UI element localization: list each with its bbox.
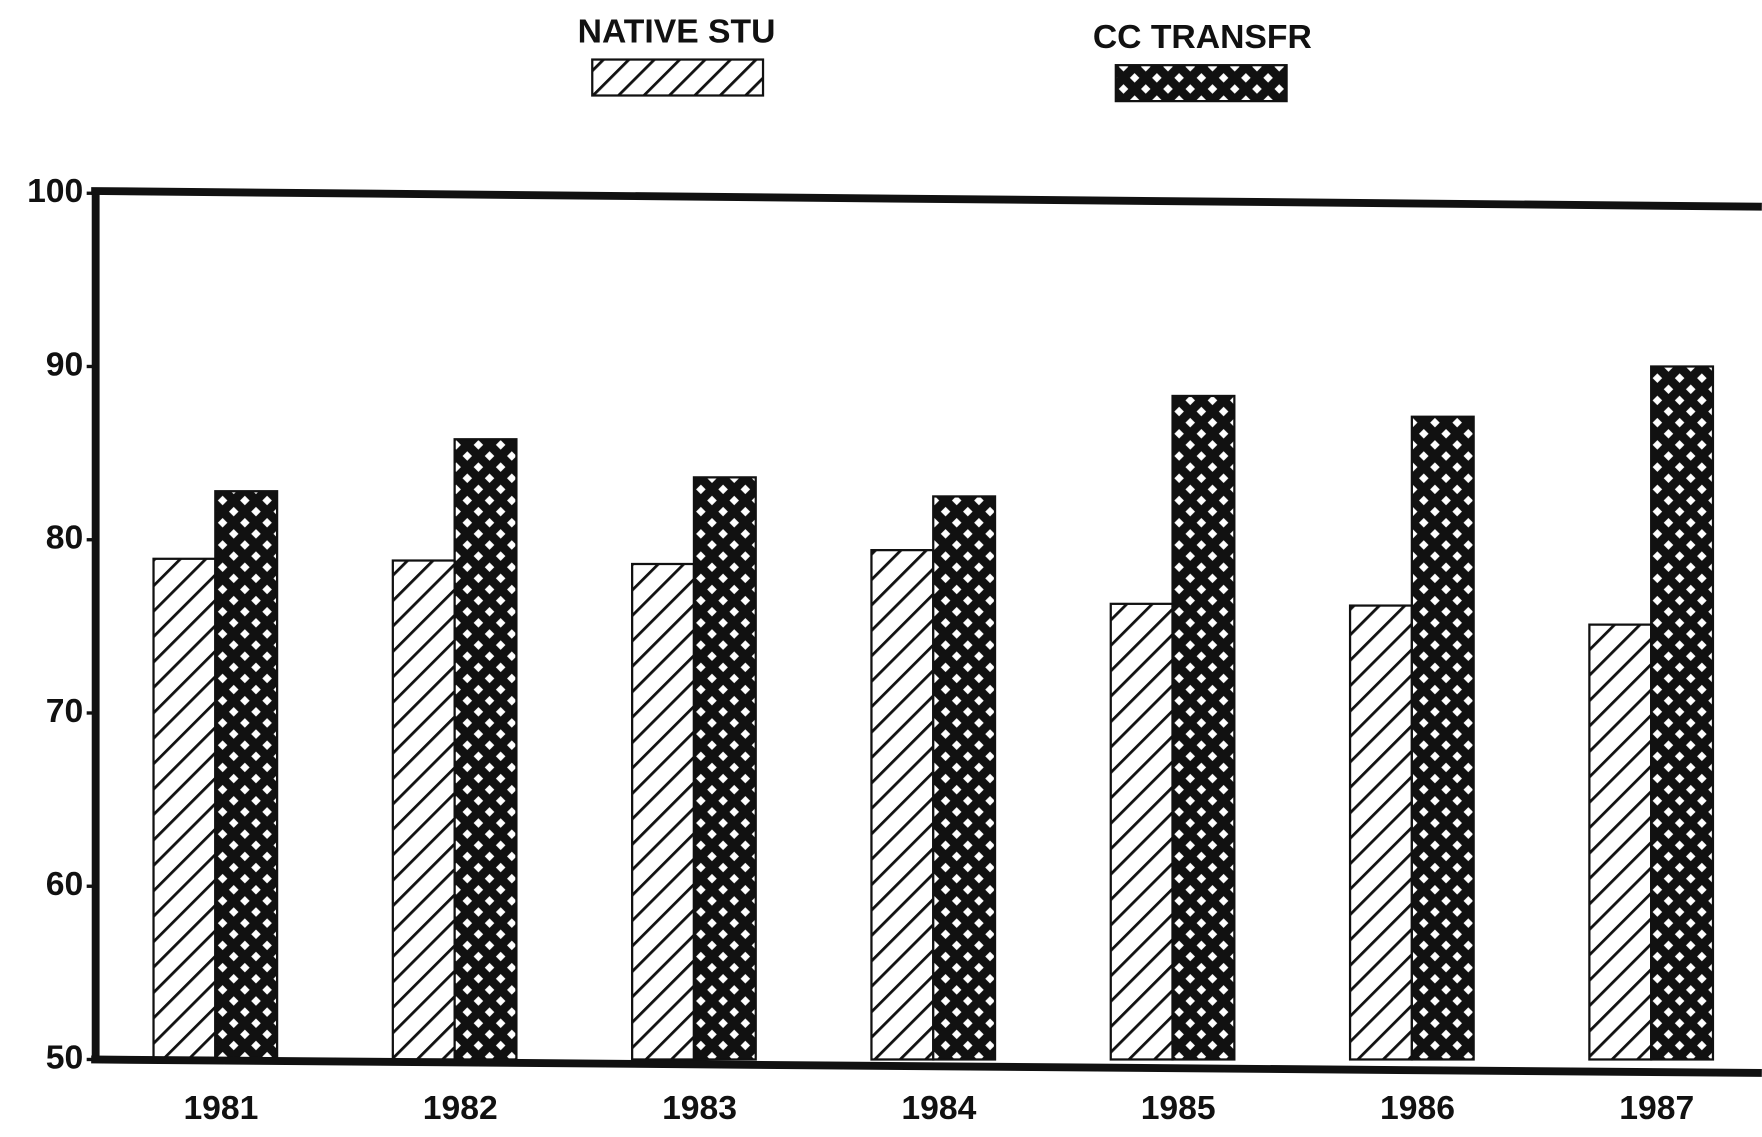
y-tick-label: 70 [46,692,83,730]
y-tick-label: 60 [46,865,83,903]
bar [631,562,696,1061]
bar [870,549,935,1061]
bar [1348,604,1413,1061]
legend-swatch [591,58,765,97]
bar [453,438,518,1061]
bar [152,557,217,1061]
y-tick-label: 100 [27,172,83,210]
x-tick-label: 1981 [183,1089,258,1127]
bar [692,476,757,1061]
legend: NATIVE STU CC TRANSFR [578,13,1312,103]
axis-line [91,1055,1762,1077]
bar [1109,602,1174,1061]
bar [1410,415,1475,1061]
bar [214,490,279,1061]
bar [1588,623,1653,1061]
y-tick-label: 90 [46,345,83,383]
x-tick-label: 1982 [423,1089,498,1127]
bar [1650,365,1715,1061]
legend-label: NATIVE STU [578,13,776,51]
bar [932,495,997,1061]
y-tick-label: 50 [46,1038,83,1076]
x-tick-label: 1984 [901,1089,976,1127]
x-tick-label: 1986 [1380,1089,1455,1127]
x-tick-label: 1983 [662,1089,737,1127]
legend-label: CC TRANSFR [1093,18,1312,56]
bar [391,559,456,1061]
bar [1171,394,1236,1061]
y-tick-label: 80 [46,519,83,557]
plot-area: 50 60 70 80 90 100 1981 1982 1983 1984 1985 1986 198… [27,172,1762,1127]
x-tick-label: 1985 [1141,1089,1216,1127]
legend-swatch [1114,64,1288,103]
frame-line [91,187,1762,211]
x-tick-label: 1987 [1619,1089,1694,1127]
